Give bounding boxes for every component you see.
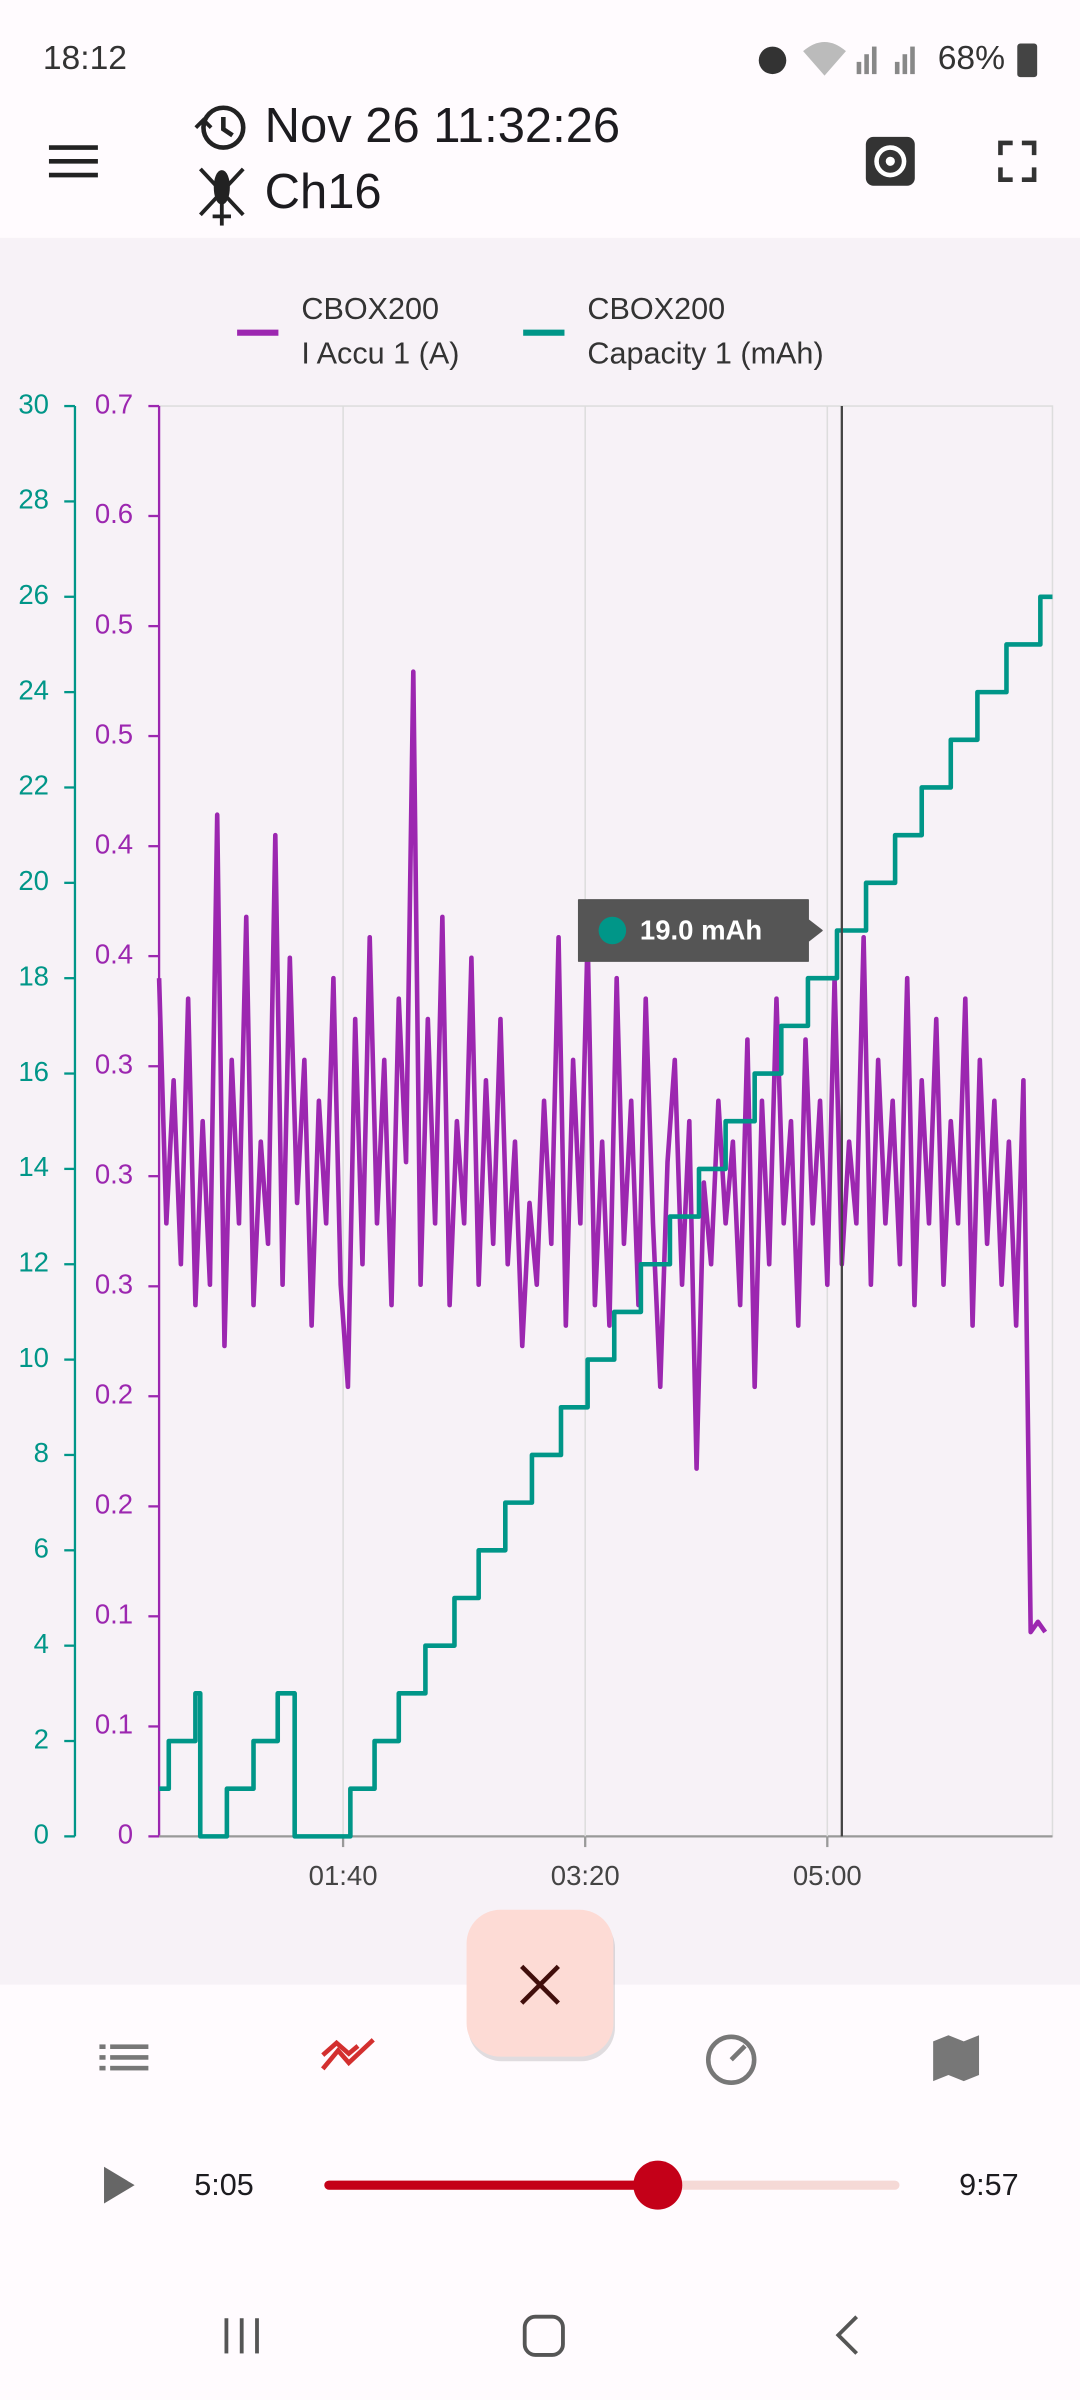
status-time: 18:12	[43, 40, 127, 77]
system-nav	[224, 2314, 859, 2357]
y2-tick-label: 0.5	[95, 718, 133, 749]
legend-label: CBOX200 I Accu 1 (A)	[301, 292, 459, 370]
nav-chart[interactable]	[321, 2038, 375, 2071]
y-tick-label: 14	[18, 1151, 49, 1182]
elapsed-time: 5:05	[194, 2168, 254, 2202]
y-tick-label: 20	[18, 865, 49, 896]
tooltip-label: 19.0 mAh	[640, 914, 762, 945]
y-tick-label: 6	[34, 1533, 49, 1564]
total-time: 9:57	[959, 2168, 1019, 2202]
nav-gauge[interactable]	[705, 2034, 757, 2085]
x-tick-label: 03:20	[551, 1860, 620, 1891]
status-icons	[758, 41, 1038, 78]
history-icon	[194, 105, 246, 150]
y-tick-label: 30	[18, 388, 49, 419]
close-fab[interactable]	[466, 1909, 615, 2062]
series-line	[156, 669, 1048, 1635]
x-tick-label: 05:00	[793, 1860, 862, 1891]
y-tick-label: 4	[34, 1628, 49, 1659]
play-button[interactable]	[104, 2166, 135, 2204]
y2-tick-label: 0.4	[95, 828, 133, 859]
y2-tick-label: 0.2	[95, 1489, 133, 1520]
y-tick-label: 26	[18, 579, 49, 610]
y2-tick-label: 0.3	[95, 1049, 133, 1080]
model-icon	[198, 167, 245, 226]
y2-tick-label: 0.1	[95, 1599, 133, 1630]
y-tick-label: 10	[18, 1342, 49, 1373]
y2-tick-label: 0.6	[95, 498, 133, 529]
y2-tick-label: 0.4	[95, 938, 133, 969]
legend-label: CBOX200 Capacity 1 (mAh)	[587, 292, 823, 370]
y2-tick-label: 0.2	[95, 1379, 133, 1410]
y-tick-label: 28	[18, 484, 49, 515]
y2-tick-label: 0	[118, 1819, 133, 1850]
y2-tick-label: 0.3	[95, 1158, 133, 1189]
top-bar	[0, 0, 1080, 238]
y-tick-label: 22	[18, 770, 49, 801]
tooltip-dot	[598, 916, 627, 945]
nav-map[interactable]	[933, 2035, 980, 2082]
chart-area	[0, 237, 1080, 1985]
y2-tick-label: 0.1	[95, 1709, 133, 1740]
tooltip-box	[577, 899, 823, 962]
y-tick-label: 12	[18, 1247, 49, 1278]
header-timestamp: Nov 26 11:32:26	[265, 99, 621, 153]
y2-tick-label: 0.3	[95, 1269, 133, 1300]
status-battery: 68%	[938, 40, 1005, 77]
y-tick-label: 2	[34, 1723, 49, 1754]
x-tick-label: 01:40	[309, 1860, 378, 1891]
plot: 02468101214161820222426283000.10.10.20.2…	[18, 292, 1054, 1891]
settings-button[interactable]	[865, 136, 915, 186]
y-tick-label: 24	[18, 674, 49, 705]
y2-tick-label: 0.5	[95, 608, 133, 639]
y-tick-label: 0	[34, 1819, 49, 1850]
nav-list[interactable]	[99, 2044, 149, 2071]
y-tick-label: 8	[34, 1437, 49, 1468]
y-tick-label: 16	[18, 1056, 49, 1087]
series-line	[159, 594, 1053, 1839]
menu-button[interactable]	[48, 145, 98, 178]
fullscreen-button[interactable]	[998, 140, 1037, 182]
header-channel: Ch16	[265, 165, 382, 219]
seek-slider[interactable]	[324, 2160, 900, 2210]
y-tick-label: 18	[18, 960, 49, 991]
y2-tick-label: 0.7	[95, 388, 133, 419]
